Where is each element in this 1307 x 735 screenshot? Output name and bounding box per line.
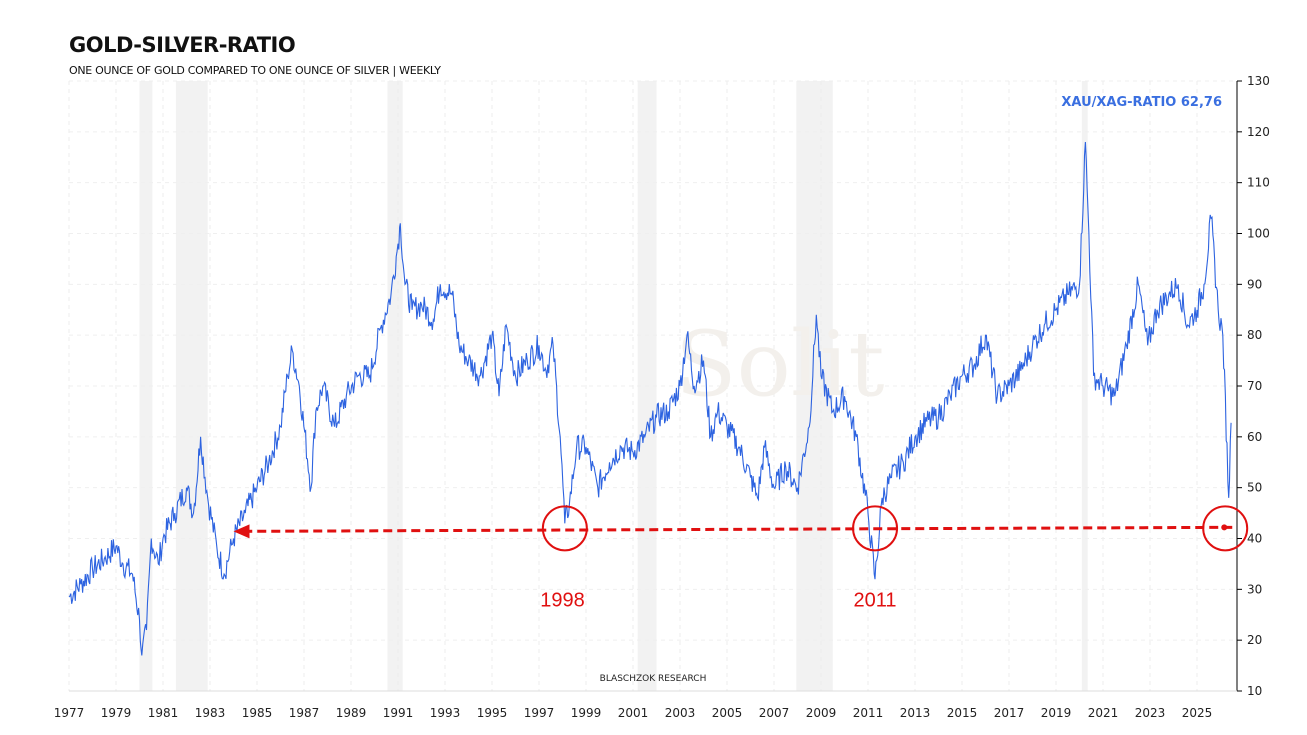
ratio-series-line bbox=[68, 141, 1232, 656]
x-tick-label: 1993 bbox=[430, 706, 461, 720]
x-tick-label: 2023 bbox=[1135, 706, 1166, 720]
x-tick-label: 2017 bbox=[994, 706, 1025, 720]
y-tick-label: 30 bbox=[1247, 582, 1262, 596]
x-tick-label: 2005 bbox=[712, 706, 743, 720]
x-tick-label: 1995 bbox=[477, 706, 508, 720]
y-tick-label: 120 bbox=[1247, 125, 1270, 139]
y-tick-label: 90 bbox=[1247, 277, 1262, 291]
x-tick-label: 1987 bbox=[289, 706, 320, 720]
y-tick-label: 110 bbox=[1247, 176, 1270, 190]
y-tick-label: 80 bbox=[1247, 328, 1262, 342]
y-tick-label: 60 bbox=[1247, 430, 1262, 444]
highlight-circle bbox=[852, 505, 899, 552]
year-annotation: 2011 bbox=[854, 590, 897, 612]
y-tick-label: 130 bbox=[1247, 74, 1270, 88]
x-tick-label: 2009 bbox=[806, 706, 837, 720]
support-arrow-line bbox=[245, 525, 1233, 533]
y-tick-label: 100 bbox=[1247, 227, 1270, 241]
highlight-circle bbox=[541, 505, 588, 552]
y-tick-label: 40 bbox=[1247, 532, 1262, 546]
x-tick-label: 2003 bbox=[665, 706, 696, 720]
x-tick-label: 2007 bbox=[759, 706, 790, 720]
watermark: Solit bbox=[675, 312, 885, 417]
arrow-start-dot bbox=[1221, 524, 1228, 531]
x-tick-label: 1999 bbox=[571, 706, 602, 720]
x-tick-label: 1985 bbox=[242, 706, 273, 720]
x-tick-label: 2015 bbox=[947, 706, 978, 720]
credit-label: BLASCHZOK RESEARCH bbox=[600, 674, 707, 684]
y-tick-label: 20 bbox=[1247, 633, 1262, 647]
x-tick-label: 1983 bbox=[195, 706, 226, 720]
y-tick-label: 10 bbox=[1247, 684, 1262, 698]
x-tick-label: 2001 bbox=[618, 706, 649, 720]
x-tick-label: 1977 bbox=[54, 706, 85, 720]
ratio-readout: XAU/XAG-RATIO 62,76 bbox=[1061, 95, 1222, 110]
chart-subtitle: ONE OUNCE OF GOLD COMPARED TO ONE OUNCE … bbox=[69, 64, 441, 77]
x-tick-label: 1997 bbox=[524, 706, 555, 720]
x-tick-label: 1989 bbox=[336, 706, 367, 720]
y-tick-label: 50 bbox=[1247, 481, 1262, 495]
x-tick-label: 2025 bbox=[1182, 706, 1213, 720]
x-tick-label: 1979 bbox=[101, 706, 132, 720]
x-tick-label: 2021 bbox=[1088, 706, 1119, 720]
x-tick-label: 2013 bbox=[900, 706, 931, 720]
x-tick-label: 2011 bbox=[853, 706, 884, 720]
year-annotation: 1998 bbox=[540, 590, 585, 612]
x-tick-label: 1991 bbox=[383, 706, 414, 720]
highlight-circle bbox=[1202, 505, 1249, 552]
x-tick-label: 1981 bbox=[148, 706, 179, 720]
chart-title: GOLD-SILVER-RATIO bbox=[69, 33, 296, 57]
x-tick-label: 2019 bbox=[1041, 706, 1072, 720]
y-tick-label: 70 bbox=[1247, 379, 1262, 393]
arrow-head bbox=[233, 524, 250, 539]
recession-band bbox=[1081, 81, 1088, 691]
